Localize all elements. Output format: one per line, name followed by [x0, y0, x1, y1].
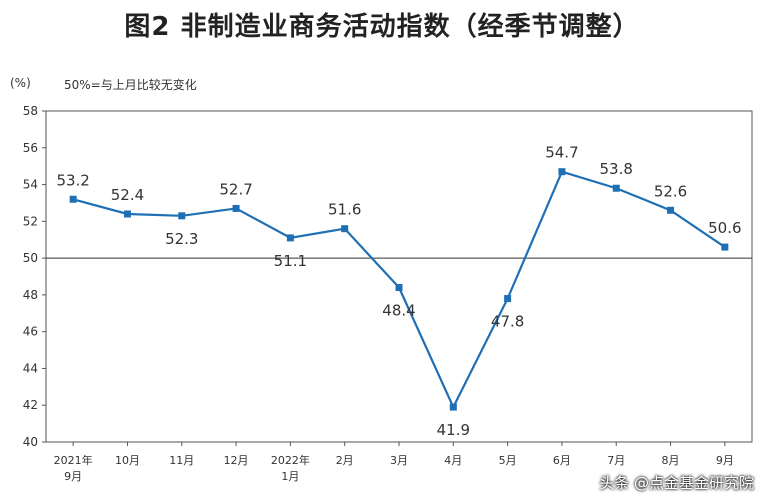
- data-point: [667, 206, 675, 214]
- y-tick-label: 40: [23, 435, 38, 449]
- data-label: 53.8: [600, 160, 633, 178]
- x-tick-label: 10月: [115, 454, 140, 467]
- data-point: [178, 212, 186, 220]
- x-tick-label: 11月: [169, 454, 194, 467]
- x-tick-label: 4月: [444, 454, 462, 467]
- reference-note: 50%=与上月比较无变化: [64, 78, 197, 92]
- data-point: [721, 243, 729, 251]
- data-point: [69, 195, 77, 203]
- data-label: 52.3: [165, 230, 198, 248]
- data-label: 52.6: [654, 182, 687, 200]
- x-tick-label: 6月: [553, 454, 571, 467]
- y-tick-label: 52: [23, 214, 38, 228]
- data-point: [504, 295, 512, 303]
- y-tick-label: 46: [23, 325, 38, 339]
- data-label: 53.2: [56, 171, 89, 189]
- x-tick-label: 12月: [224, 454, 249, 467]
- data-label: 52.7: [219, 180, 252, 198]
- y-tick-label: 56: [23, 141, 38, 155]
- data-point: [341, 225, 349, 233]
- y-tick-label: 50: [23, 251, 38, 265]
- watermark: 头条 @点金基金研究院: [599, 474, 754, 492]
- data-label: 52.4: [111, 186, 144, 204]
- x-tick-label: 5月: [499, 454, 517, 467]
- data-label: 51.1: [274, 252, 307, 270]
- data-point: [123, 210, 131, 218]
- data-point: [612, 184, 620, 192]
- x-tick-label: 3月: [390, 454, 408, 467]
- data-label: 48.4: [382, 302, 415, 320]
- x-tick-label: 9月: [716, 454, 734, 467]
- y-tick-label: 54: [23, 178, 38, 192]
- x-tick-label: 2月: [336, 454, 354, 467]
- y-axis-unit: (%): [10, 76, 31, 90]
- x-tick-label: 2021年 9月: [54, 453, 93, 483]
- x-tick-label: 8月: [662, 454, 680, 467]
- data-label: 41.9: [437, 421, 470, 439]
- data-label: 47.8: [491, 313, 524, 331]
- data-label: 50.6: [708, 219, 741, 237]
- data-label: 54.7: [545, 144, 578, 162]
- x-tick-label: 7月: [607, 454, 625, 467]
- data-point: [286, 234, 294, 242]
- chart-title: 图2 非制造业商务活动指数（经季节调整）: [124, 12, 640, 42]
- data-point: [232, 204, 240, 212]
- y-tick-label: 48: [23, 288, 38, 302]
- plot-frame: [45, 110, 753, 443]
- data-point: [395, 284, 403, 292]
- y-tick-label: 44: [23, 361, 38, 375]
- data-point: [449, 403, 457, 411]
- y-tick-label: 42: [23, 398, 38, 412]
- data-label: 51.6: [328, 201, 361, 219]
- data-point: [558, 168, 566, 176]
- x-tick-label: 2022年 1月: [271, 453, 310, 483]
- y-tick-label: 58: [23, 104, 38, 118]
